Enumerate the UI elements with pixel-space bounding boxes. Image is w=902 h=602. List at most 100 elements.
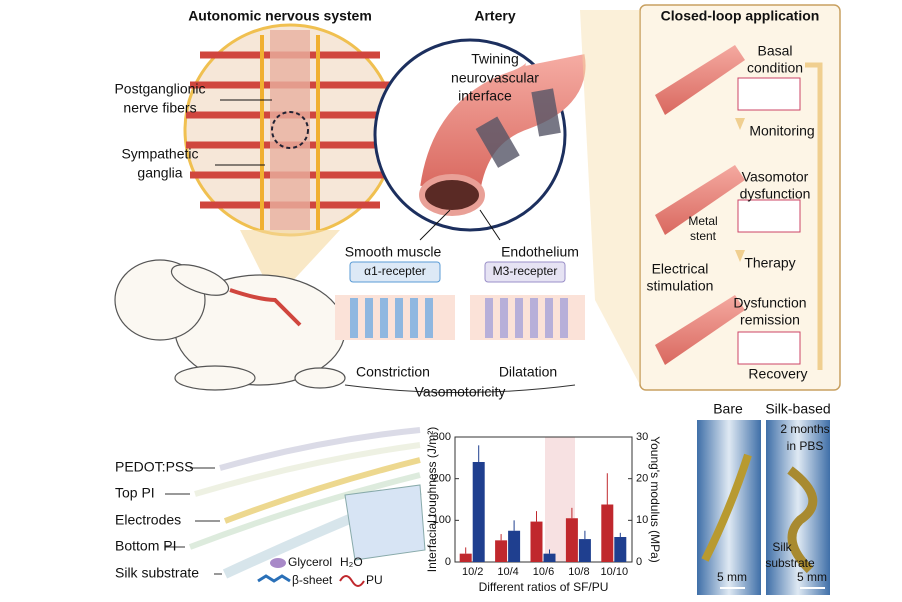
device-strip: [787, 466, 818, 574]
spinal-cord: [270, 30, 310, 230]
glycerol-icon: [270, 558, 286, 568]
y2-tick-label: 30: [636, 431, 648, 443]
label: stimulation: [647, 278, 714, 294]
label: Silk-based: [765, 401, 830, 417]
label: ganglia: [137, 165, 182, 181]
label: nerve fibers: [123, 100, 196, 116]
label: PEDOT:PSS: [115, 459, 194, 475]
x-tick-label: 10/4: [497, 566, 518, 578]
loop-vessels: [655, 45, 745, 365]
y2-tick-label: 0: [636, 556, 642, 568]
bar: [543, 553, 556, 562]
label: condition: [747, 60, 803, 76]
label: Top PI: [115, 485, 155, 501]
pointer: [419, 209, 451, 241]
device-layers: [188, 427, 422, 579]
down-arrow: [735, 118, 745, 130]
rabbit: [114, 259, 346, 391]
label: Constriction: [356, 364, 430, 380]
label: H₂O: [340, 555, 363, 569]
y-axis-label: Interfacial toughness (J/m²): [425, 427, 439, 572]
x-axis-label: Different ratios of SF/PU: [479, 580, 609, 594]
label: 5 mm: [717, 570, 747, 584]
y2-tick-label: 20: [636, 473, 648, 485]
label: Closed-loop application: [661, 8, 820, 24]
device-strip: [701, 453, 752, 562]
pointer: [479, 209, 501, 241]
bracket: [344, 384, 576, 393]
label: substrate: [765, 556, 815, 570]
label: Autonomic nervous system: [188, 8, 372, 24]
bar: [565, 518, 578, 562]
interface-band: [475, 116, 520, 168]
label: Recovery: [748, 366, 807, 382]
label: Electrodes: [115, 512, 181, 528]
label: Sympathetic: [121, 146, 198, 162]
label: Vasomotoricity: [415, 384, 506, 400]
label: Twining: [471, 51, 518, 67]
y-tick-label: 200: [433, 473, 451, 485]
label: Smooth muscle: [345, 244, 442, 260]
label: Silk: [772, 540, 792, 554]
rabbit-artery: [229, 288, 302, 327]
bar: [508, 530, 521, 562]
receptor-box: [484, 261, 566, 283]
interface-band: [531, 88, 561, 137]
label: interface: [458, 88, 512, 104]
bar: [614, 537, 627, 562]
focus: [271, 111, 309, 149]
x-tick-label: 10/2: [462, 566, 483, 578]
x-tick-label: 10/10: [601, 566, 629, 578]
zoom-cone: [240, 230, 340, 300]
pu-icon: [339, 575, 365, 587]
bar: [495, 540, 508, 562]
bar: [578, 539, 591, 562]
label: Artery: [474, 8, 515, 24]
bar: [472, 462, 485, 562]
zoom-cone: [580, 10, 640, 385]
label: Metal: [688, 214, 717, 228]
y-tick-label: 100: [433, 514, 451, 526]
label: Electrical: [652, 261, 709, 277]
label: dysfunction: [740, 186, 811, 202]
label: stent: [690, 229, 717, 243]
y-tick-label: 0: [445, 556, 451, 568]
artery-tube: [420, 54, 586, 196]
label: Dysfunction: [733, 295, 806, 311]
label: remission: [740, 312, 800, 328]
bar: [459, 553, 472, 562]
label: PU: [366, 573, 383, 587]
leader-lines: [165, 467, 222, 575]
label: Bare: [713, 401, 743, 417]
label: Therapy: [744, 255, 795, 271]
x-tick-label: 10/6: [533, 566, 554, 578]
label: β-sheet: [292, 573, 333, 587]
label: Silk substrate: [115, 565, 199, 581]
loop-arrow: [805, 62, 823, 370]
label: Basal: [757, 43, 792, 59]
label: α1-recepter: [364, 264, 426, 278]
label: Vasomotor: [742, 169, 809, 185]
label: 2 months: [780, 422, 829, 436]
photo-silk: [766, 420, 830, 595]
sheet-icon: [257, 574, 291, 583]
label: Monitoring: [749, 123, 814, 139]
label: Endothelium: [501, 244, 579, 260]
artery-lumen: [419, 174, 485, 216]
label: Dilatation: [499, 364, 557, 380]
x-tick-label: 10/8: [568, 566, 589, 578]
down-arrow: [735, 250, 745, 262]
label: Bottom PI: [115, 538, 176, 554]
signal-boxes: [737, 77, 801, 365]
label: Glycerol: [288, 555, 332, 569]
network: [344, 484, 426, 561]
y-tick-label: 300: [433, 431, 451, 443]
bar: [601, 504, 614, 562]
label: 5 mm: [797, 570, 827, 584]
label: in PBS: [787, 439, 824, 453]
membrane: [335, 295, 585, 340]
y2-tick-label: 10: [636, 514, 648, 526]
label: neurovascular: [451, 70, 539, 86]
label: M3-recepter: [493, 264, 558, 278]
